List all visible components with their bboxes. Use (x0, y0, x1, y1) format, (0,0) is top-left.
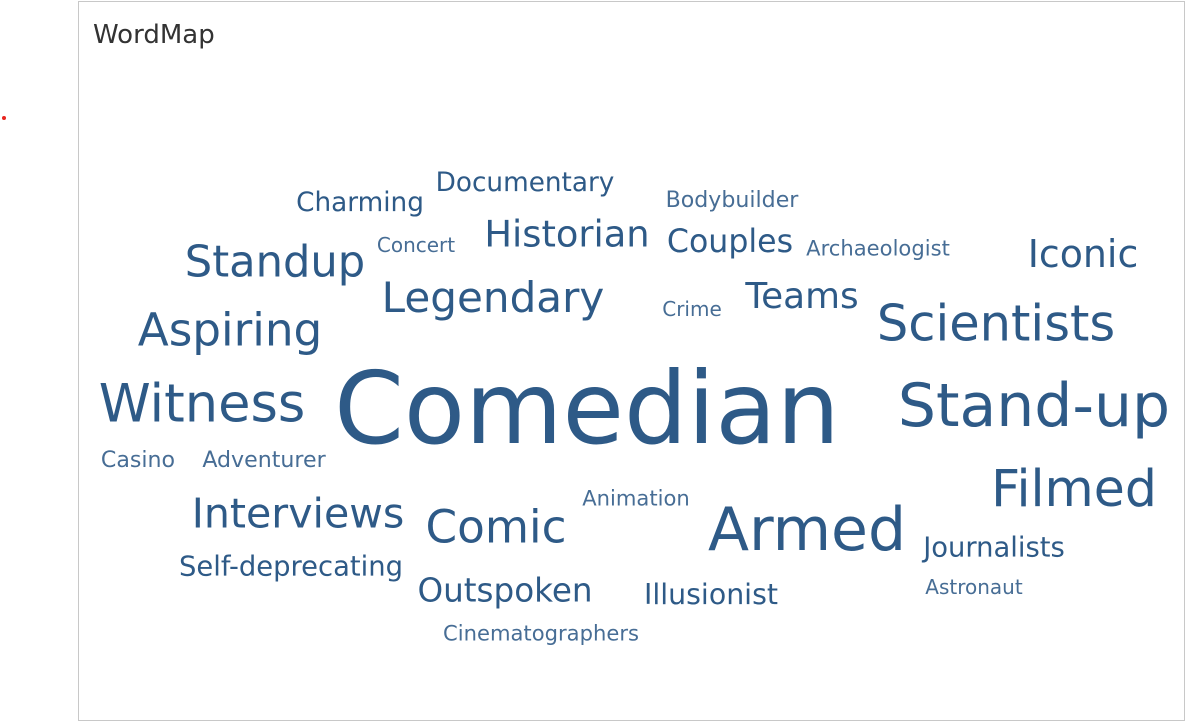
word-couples[interactable]: Couples (667, 227, 793, 259)
word-self-deprecating[interactable]: Self-deprecating (179, 553, 403, 580)
word-journalists[interactable]: Journalists (923, 534, 1065, 561)
word-stand-up[interactable]: Stand-up (898, 376, 1170, 436)
word-comic[interactable]: Comic (426, 504, 567, 549)
word-comedian[interactable]: Comedian (334, 359, 840, 459)
word-interviews[interactable]: Interviews (192, 493, 405, 534)
word-adventurer[interactable]: Adventurer (202, 449, 325, 471)
word-charming[interactable]: Charming (296, 190, 424, 216)
word-concert[interactable]: Concert (377, 235, 455, 255)
word-cloud: Comedian Stand-up Armed Witness Filmed Scient… (79, 2, 1186, 710)
word-historian[interactable]: Historian (484, 217, 649, 254)
word-illusionist[interactable]: Illusionist (644, 581, 778, 609)
word-casino[interactable]: Casino (101, 449, 175, 471)
wordmap-panel: WordMap Comedian Stand-up Armed Witness Film… (78, 1, 1185, 721)
word-animation[interactable]: Animation (582, 487, 690, 508)
word-cinematographers[interactable]: Cinematographers (443, 622, 639, 643)
word-archaeologist[interactable]: Archaeologist (806, 237, 950, 258)
word-armed[interactable]: Armed (708, 500, 906, 560)
red-marker-dot (2, 116, 6, 120)
word-aspiring[interactable]: Aspiring (138, 307, 323, 352)
word-outspoken[interactable]: Outspoken (417, 575, 592, 608)
word-filmed[interactable]: Filmed (991, 464, 1157, 515)
word-teams[interactable]: Teams (745, 279, 858, 315)
word-standup[interactable]: Standup (185, 241, 365, 284)
word-bodybuilder[interactable]: Bodybuilder (666, 189, 799, 211)
word-iconic[interactable]: Iconic (1028, 236, 1139, 274)
word-witness[interactable]: Witness (99, 379, 306, 432)
word-legendary[interactable]: Legendary (382, 277, 605, 319)
word-scientists[interactable]: Scientists (877, 299, 1115, 349)
word-documentary[interactable]: Documentary (436, 170, 615, 196)
word-crime[interactable]: Crime (662, 299, 722, 319)
word-astronaut[interactable]: Astronaut (925, 577, 1022, 597)
